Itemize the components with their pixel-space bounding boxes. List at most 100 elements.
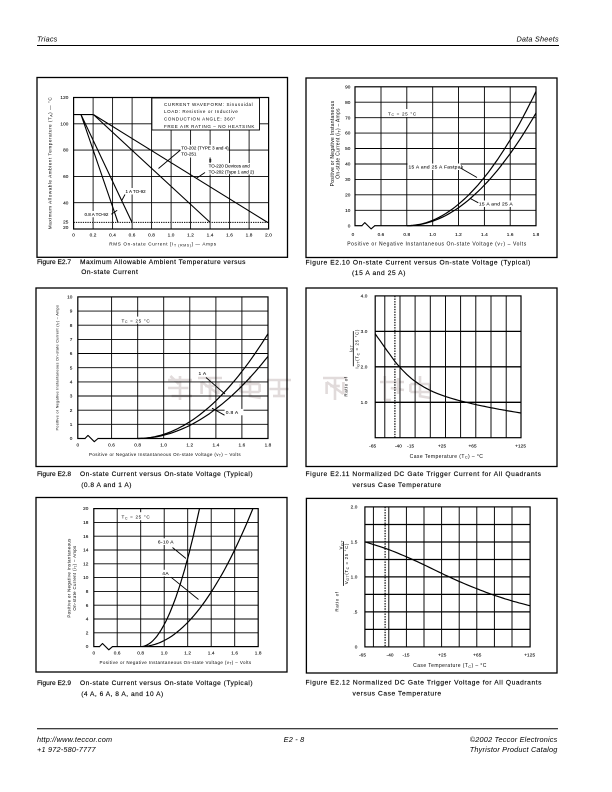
svg-text:TO-220 Devices and: TO-220 Devices and xyxy=(209,163,251,168)
svg-text:1 A: 1 A xyxy=(199,371,207,377)
svg-text:8: 8 xyxy=(209,158,212,163)
svg-text:0.2: 0.2 xyxy=(90,233,97,238)
svg-text:Triacs: Triacs xyxy=(37,35,58,44)
svg-text:7: 7 xyxy=(70,337,73,342)
svg-text:0: 0 xyxy=(92,650,95,655)
svg-text:-15: -15 xyxy=(403,652,410,657)
svg-text:(4 A, 6 A, 8 A, and 10 A): (4 A, 6 A, 8 A, and 10 A) xyxy=(81,691,164,698)
svg-text:1 A TO-92: 1 A TO-92 xyxy=(126,189,147,194)
svg-text:Ratio of: Ratio of xyxy=(335,591,340,611)
svg-text:Positive or Negative Instantan: Positive or Negative Instantaneous On-st… xyxy=(89,452,241,458)
svg-text:1.0: 1.0 xyxy=(429,232,436,237)
svg-text:Maximum Allowable Ambient Temp: Maximum Allowable Ambient Temperature ve… xyxy=(80,259,246,266)
svg-text:1.4: 1.4 xyxy=(208,650,215,655)
svg-text:Positive or Negative Instantan: Positive or Negative Instantaneous On-st… xyxy=(347,241,527,247)
svg-text:LOAD: Resistive or Inductive: LOAD: Resistive or Inductive xyxy=(164,109,238,114)
svg-text:Positive or Negative Instantan: Positive or Negative Instantaneous On-st… xyxy=(100,660,252,666)
svg-text:5: 5 xyxy=(70,365,73,370)
svg-text:CONDUCTION ANGLE: 360°: CONDUCTION ANGLE: 360° xyxy=(164,117,236,122)
svg-text:120: 120 xyxy=(60,95,68,100)
svg-text:CURRENT WAVEFORM: Sinusoidal: CURRENT WAVEFORM: Sinusoidal xyxy=(164,102,253,107)
svg-text:+65: +65 xyxy=(468,444,477,449)
svg-text:+125: +125 xyxy=(524,652,535,657)
svg-text:20: 20 xyxy=(83,506,89,511)
svg-text:On-state Current versus On-sta: On-state Current versus On-state Voltage… xyxy=(80,680,253,687)
svg-text:10: 10 xyxy=(83,575,89,580)
svg-text:1.2: 1.2 xyxy=(184,650,191,655)
svg-text:6: 6 xyxy=(86,603,89,608)
svg-text:14: 14 xyxy=(83,548,89,553)
svg-text:1.0: 1.0 xyxy=(168,233,175,238)
svg-text:TO-251: TO-251 xyxy=(181,151,197,156)
svg-text:0: 0 xyxy=(70,436,73,441)
svg-text:1.6: 1.6 xyxy=(226,233,233,238)
svg-text:Positive or Negative Instantan: Positive or Negative Instantaneous xyxy=(66,538,71,617)
svg-text:4A: 4A xyxy=(162,571,169,577)
svg-text:Figure E2.12 Normalized DC Gat: Figure E2.12 Normalized DC Gate Trigger … xyxy=(306,680,543,687)
svg-text:Maximum Allowable Ambient Temp: Maximum Allowable Ambient Temperature (T… xyxy=(48,97,54,230)
svg-text:1.2: 1.2 xyxy=(455,232,462,237)
svg-text:20: 20 xyxy=(345,192,351,197)
svg-text:On-state Current versus On-sta: On-state Current versus On-state Voltage… xyxy=(80,471,253,478)
svg-text:40: 40 xyxy=(63,200,69,205)
svg-text:4: 4 xyxy=(70,380,73,385)
svg-text:20: 20 xyxy=(63,225,69,230)
svg-text:©2002 Teccor Electronics: ©2002 Teccor Electronics xyxy=(470,735,558,744)
svg-text:0: 0 xyxy=(86,644,89,649)
svg-text:.5: .5 xyxy=(353,610,357,615)
svg-text:10: 10 xyxy=(67,295,73,300)
svg-text:12: 12 xyxy=(83,561,89,566)
svg-text:0.8: 0.8 xyxy=(134,442,141,447)
svg-text:10: 10 xyxy=(345,208,351,213)
svg-text:1.2: 1.2 xyxy=(187,233,194,238)
svg-text:0.8 A: 0.8 A xyxy=(226,410,239,416)
svg-text:Thyristor Product Catalog: Thyristor Product Catalog xyxy=(470,745,558,754)
svg-text:1.0: 1.0 xyxy=(160,442,167,447)
svg-text:-40: -40 xyxy=(387,652,394,657)
svg-text:4.0: 4.0 xyxy=(361,294,368,299)
svg-text:1.4: 1.4 xyxy=(481,232,488,237)
svg-text:0.6: 0.6 xyxy=(114,650,121,655)
svg-text:(0.8 A and 1 A): (0.8 A and 1 A) xyxy=(81,482,132,489)
svg-text:0.6: 0.6 xyxy=(378,232,385,237)
svg-text:Case Temperature (TC) – °C: Case Temperature (TC) – °C xyxy=(413,663,487,669)
svg-text:1.8: 1.8 xyxy=(255,650,262,655)
svg-text:On-state Current (iT) – Amps: On-state Current (iT) – Amps xyxy=(336,108,342,179)
svg-text:0: 0 xyxy=(348,223,351,228)
svg-text:TC = 25 °C: TC = 25 °C xyxy=(122,515,151,521)
svg-text:(15 A and 25 A): (15 A and 25 A) xyxy=(352,270,406,277)
svg-text:0.8: 0.8 xyxy=(403,232,410,237)
svg-text:Case Temperature (TC) – °C: Case Temperature (TC) – °C xyxy=(410,454,484,460)
svg-text:0: 0 xyxy=(76,442,79,447)
svg-text:30: 30 xyxy=(345,177,351,182)
svg-text:1.0: 1.0 xyxy=(361,400,368,405)
svg-text:1.0: 1.0 xyxy=(161,650,168,655)
svg-text:18: 18 xyxy=(83,520,89,525)
svg-text:1.8: 1.8 xyxy=(246,233,253,238)
svg-text:1.5: 1.5 xyxy=(351,540,358,545)
svg-text:TC = 25 °C: TC = 25 °C xyxy=(388,111,417,117)
svg-text:2.0: 2.0 xyxy=(361,364,368,369)
svg-text:90: 90 xyxy=(345,84,351,89)
svg-text:IGT: IGT xyxy=(348,345,354,353)
svg-text:TO-202 (TYPE 3 and 4): TO-202 (TYPE 3 and 4) xyxy=(181,146,229,151)
svg-text:TC = 25 °C: TC = 25 °C xyxy=(122,318,151,324)
svg-text:1.6: 1.6 xyxy=(507,232,514,237)
svg-text:TO-202 (Type 1 and 2): TO-202 (Type 1 and 2) xyxy=(209,170,255,175)
svg-text:0: 0 xyxy=(352,232,355,237)
svg-text:0.4: 0.4 xyxy=(109,233,116,238)
svg-text:1.6: 1.6 xyxy=(231,650,238,655)
svg-text:On-state Current: On-state Current xyxy=(81,269,138,276)
svg-text:+1 972-580-7777: +1 972-580-7777 xyxy=(37,745,97,754)
svg-text:1.4: 1.4 xyxy=(207,233,214,238)
svg-text:versus Case Temperature: versus Case Temperature xyxy=(353,482,442,489)
svg-text:50: 50 xyxy=(345,146,351,151)
svg-text:+65: +65 xyxy=(473,652,482,657)
svg-text:6-10 A: 6-10 A xyxy=(158,539,174,545)
svg-text:FREE AIR RATING – NO HEATSINK: FREE AIR RATING – NO HEATSINK xyxy=(164,124,255,129)
svg-text:1: 1 xyxy=(70,422,73,427)
svg-text:0.8 A TO-92: 0.8 A TO-92 xyxy=(85,212,109,217)
svg-text:0.8: 0.8 xyxy=(137,650,144,655)
svg-text:-40: -40 xyxy=(395,444,402,449)
svg-text:Ratio of: Ratio of xyxy=(344,376,349,396)
